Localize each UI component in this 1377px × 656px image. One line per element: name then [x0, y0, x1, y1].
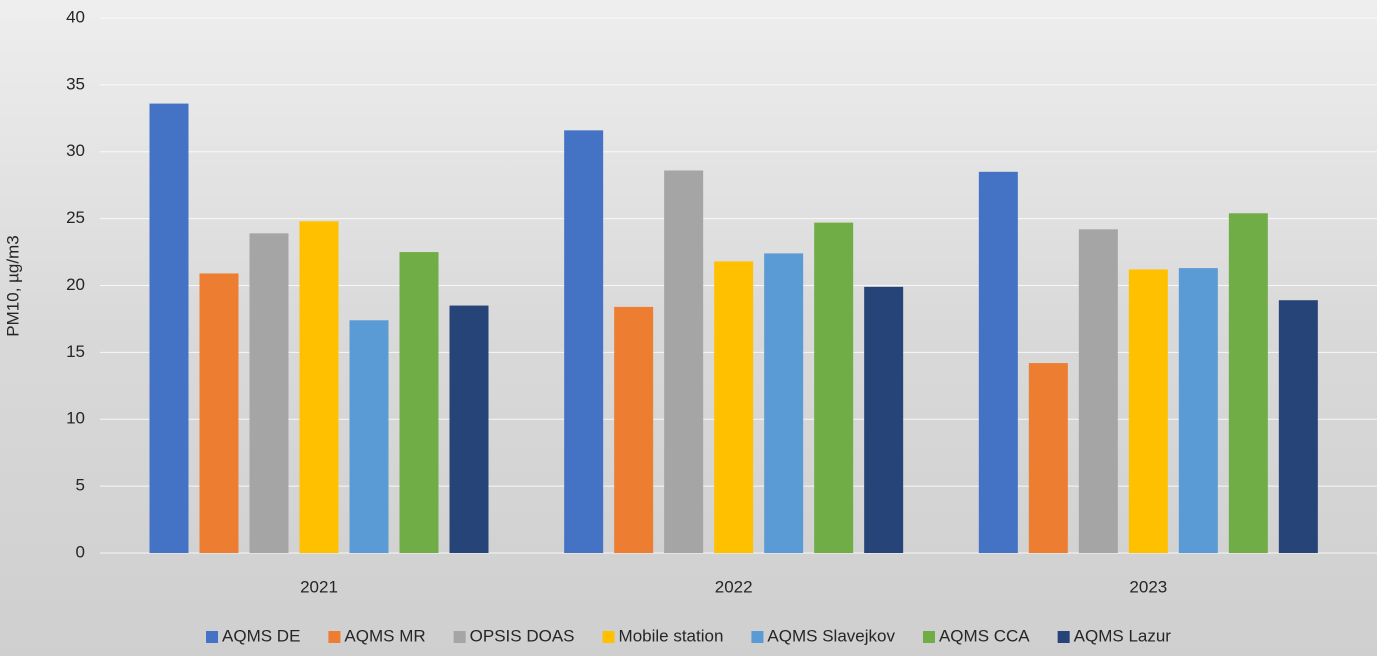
- bar: [1178, 268, 1218, 553]
- y-tick-label: 10: [66, 409, 85, 428]
- bar: [1078, 229, 1118, 553]
- legend-swatch: [453, 631, 466, 643]
- x-tick-label: 2022: [715, 577, 753, 596]
- legend-swatch: [328, 631, 341, 643]
- bar: [199, 273, 239, 553]
- y-tick-label: 15: [66, 342, 85, 361]
- bar: [1128, 269, 1168, 553]
- bar: [864, 286, 904, 553]
- bar: [814, 222, 854, 553]
- legend-swatch: [1057, 631, 1070, 643]
- bar: [614, 306, 654, 553]
- bar: [249, 233, 289, 553]
- legend-swatch: [922, 631, 935, 643]
- bar: [978, 171, 1018, 553]
- bar: [299, 221, 339, 554]
- y-tick-label: 30: [66, 141, 85, 160]
- legend-label: AQMS MR: [344, 626, 425, 645]
- x-tick-label: 2023: [1129, 577, 1167, 596]
- legend-swatch: [206, 631, 219, 643]
- bar: [714, 261, 754, 553]
- bar: [1028, 363, 1068, 553]
- y-tick-label: 25: [66, 208, 85, 227]
- bar: [349, 320, 389, 553]
- legend-label: OPSIS DOAS: [470, 626, 575, 645]
- legend-label: AQMS Lazur: [1074, 626, 1172, 645]
- x-tick-label: 2021: [300, 577, 338, 596]
- y-tick-label: 35: [66, 74, 85, 93]
- bar: [1228, 213, 1268, 553]
- bar: [564, 130, 604, 553]
- y-tick-label: 40: [66, 7, 85, 26]
- legend-swatch: [602, 631, 615, 643]
- legend-swatch: [751, 631, 764, 643]
- legend-label: Mobile station: [619, 626, 724, 645]
- legend-label: AQMS DE: [222, 626, 300, 645]
- bar: [664, 170, 704, 553]
- legend-label: AQMS CCA: [939, 626, 1030, 645]
- y-tick-label: 5: [76, 476, 85, 495]
- bar: [149, 103, 189, 553]
- bar: [399, 252, 439, 553]
- y-tick-label: 0: [76, 542, 85, 561]
- y-axis-label: PM10, µg/m3: [3, 235, 22, 336]
- legend-label: AQMS Slavejkov: [767, 626, 895, 645]
- bar: [449, 305, 489, 553]
- bar: [764, 253, 804, 553]
- y-tick-label: 20: [66, 275, 85, 294]
- bar: [1278, 300, 1318, 553]
